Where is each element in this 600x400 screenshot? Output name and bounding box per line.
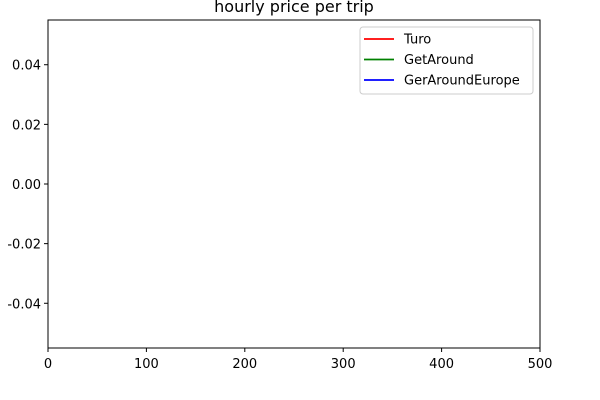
chart-title: hourly price per trip [214, 0, 374, 16]
y-axis: -0.04 -0.02 0.00 0.02 0.04 [7, 59, 48, 312]
legend-label: Turo [403, 33, 431, 48]
legend-box [359, 26, 534, 95]
y-tick-label: 0.00 [12, 178, 41, 193]
legend-label: GetAround [404, 53, 474, 68]
x-tick-label: 0 [44, 357, 52, 372]
legend-item: Turo [364, 33, 431, 48]
legend-item: GetAround [364, 53, 474, 68]
x-tick-label: 100 [134, 357, 159, 372]
y-tick-label: 0.04 [12, 59, 41, 74]
y-tick-label: 0.02 [12, 118, 41, 133]
x-tick-label: 500 [528, 357, 553, 372]
legend-item: GerAroundEurope [364, 74, 520, 89]
x-tick-label: 400 [429, 357, 454, 372]
legend: Turo GetAround GerAroundEurope [359, 26, 534, 95]
x-tick-label: 300 [331, 357, 356, 372]
x-axis: 0 100 200 300 400 500 [44, 348, 553, 372]
legend-label: GerAroundEurope [404, 74, 520, 89]
x-tick-label: 200 [232, 357, 257, 372]
y-tick-label: -0.02 [7, 238, 41, 253]
y-tick-label: -0.04 [7, 297, 41, 312]
